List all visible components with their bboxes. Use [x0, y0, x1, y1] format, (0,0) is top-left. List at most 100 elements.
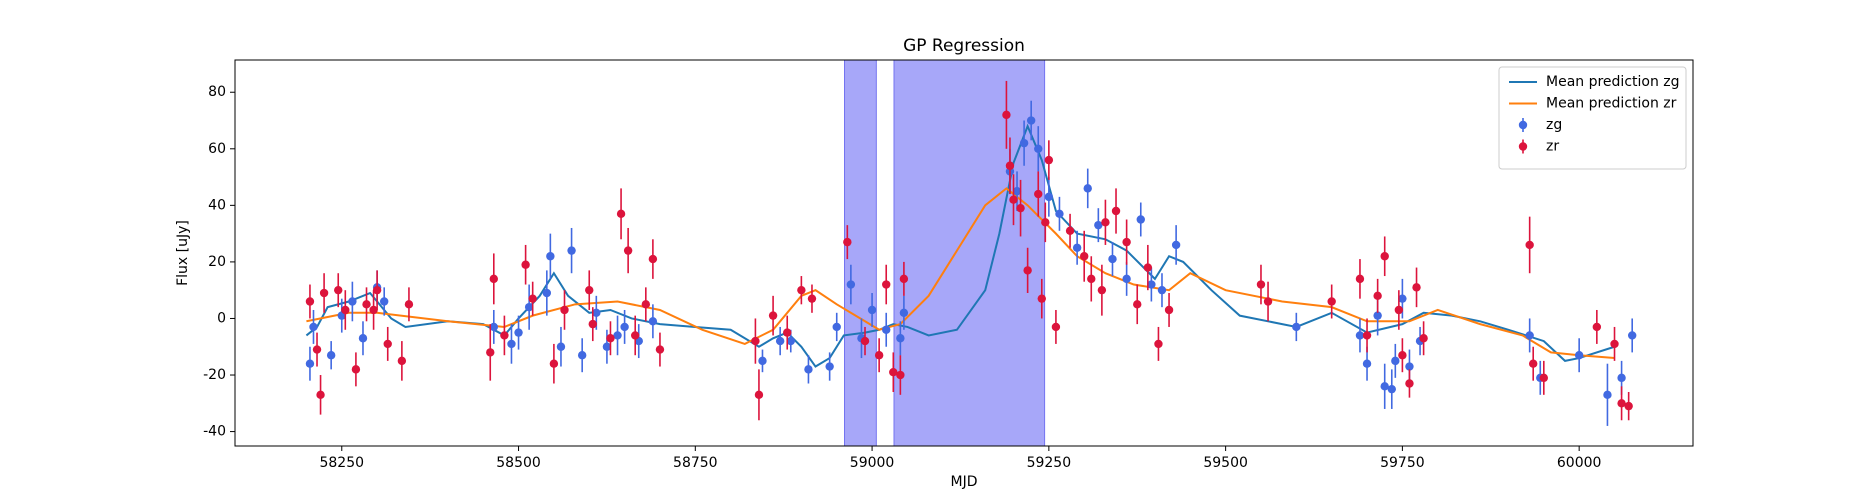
- data-point: [1355, 274, 1365, 284]
- data-point: [1016, 203, 1025, 213]
- y-tick-label: -20: [203, 367, 226, 383]
- y-tick-label: 20: [208, 254, 226, 270]
- data-point: [1398, 294, 1407, 303]
- data-point: [655, 345, 665, 354]
- data-point: [899, 308, 909, 318]
- data-point: [1539, 373, 1549, 383]
- data-point: [1256, 280, 1266, 289]
- data-point: [648, 317, 658, 326]
- y-tick-label: 0: [217, 310, 226, 326]
- data-point: [1122, 237, 1131, 247]
- data-point: [1034, 144, 1043, 153]
- data-point: [585, 285, 594, 295]
- data-point: [1044, 192, 1054, 202]
- legend-swatch: [1518, 120, 1528, 130]
- data-point: [867, 305, 877, 315]
- data-point: [567, 246, 576, 255]
- data-point: [751, 336, 760, 346]
- shaded-region: [893, 59, 1046, 447]
- data-point: [397, 356, 407, 366]
- data-point: [362, 300, 371, 309]
- data-point: [556, 342, 566, 351]
- data-point: [1005, 161, 1015, 170]
- data-point: [319, 288, 329, 298]
- shaded-region: [844, 59, 877, 447]
- data-point: [1122, 274, 1131, 284]
- data-point: [486, 348, 495, 357]
- data-point: [1044, 155, 1054, 165]
- legend-label: zr: [1546, 139, 1559, 155]
- x-tick-label: 59250: [1027, 455, 1072, 471]
- data-point: [1041, 218, 1050, 227]
- data-point: [507, 339, 516, 349]
- data-point: [379, 297, 389, 306]
- data-point: [874, 351, 884, 360]
- data-point: [404, 300, 414, 309]
- data-point: [1610, 339, 1619, 349]
- data-point: [1327, 297, 1336, 306]
- data-point: [1051, 322, 1061, 332]
- data-point: [549, 359, 559, 368]
- data-point: [631, 331, 640, 340]
- data-point: [1617, 399, 1626, 408]
- data-point: [305, 359, 315, 368]
- data-point: [1080, 252, 1089, 261]
- data-point: [616, 209, 626, 219]
- data-point: [882, 325, 891, 334]
- data-point: [1083, 184, 1092, 193]
- data-point: [1412, 283, 1421, 292]
- data-point: [882, 280, 891, 289]
- data-point: [620, 322, 629, 332]
- data-point: [305, 297, 315, 306]
- data-point: [843, 237, 852, 247]
- data-point: [1574, 351, 1584, 360]
- x-axis-label: MJD: [951, 474, 978, 490]
- data-point: [577, 351, 587, 360]
- data-point: [1133, 300, 1142, 309]
- data-point: [1072, 243, 1082, 252]
- chart-title: GP Regression: [903, 36, 1025, 56]
- y-tick-label: -40: [203, 424, 226, 440]
- data-point: [1065, 226, 1075, 236]
- data-point: [524, 302, 534, 312]
- data-point: [521, 260, 530, 269]
- data-point: [1136, 215, 1145, 224]
- data-point: [1292, 322, 1301, 332]
- data-point: [1380, 252, 1389, 261]
- data-point: [1108, 254, 1117, 264]
- data-point: [1525, 331, 1534, 340]
- data-point: [1097, 285, 1107, 295]
- data-point: [832, 322, 841, 332]
- x-tick-label: 58250: [319, 455, 364, 471]
- x-tick-label: 58750: [673, 455, 718, 471]
- data-point: [1391, 356, 1400, 366]
- data-point: [1525, 240, 1534, 250]
- data-point: [1055, 209, 1064, 219]
- data-point: [1398, 351, 1407, 360]
- data-point: [648, 254, 658, 264]
- data-point: [341, 305, 350, 315]
- data-point: [312, 345, 322, 354]
- data-point: [786, 336, 795, 346]
- data-point: [860, 336, 870, 346]
- x-tick-label: 59000: [850, 455, 895, 471]
- data-point: [1037, 294, 1046, 303]
- data-point: [560, 305, 569, 315]
- data-point: [1164, 305, 1174, 315]
- x-tick-label: 59500: [1203, 455, 1248, 471]
- data-point: [846, 280, 856, 289]
- data-point: [1603, 390, 1612, 400]
- legend-box: [1498, 66, 1687, 170]
- data-point: [613, 331, 622, 340]
- y-tick-label: 60: [208, 141, 226, 157]
- data-point: [326, 351, 336, 360]
- data-point: [602, 342, 612, 351]
- data-point: [1157, 285, 1167, 295]
- data-point: [514, 328, 523, 337]
- data-point: [1002, 110, 1011, 120]
- plot-frame: [234, 59, 1694, 447]
- data-point: [372, 285, 382, 295]
- data-point: [1009, 195, 1018, 204]
- data-point: [804, 365, 813, 374]
- data-point: [592, 308, 601, 318]
